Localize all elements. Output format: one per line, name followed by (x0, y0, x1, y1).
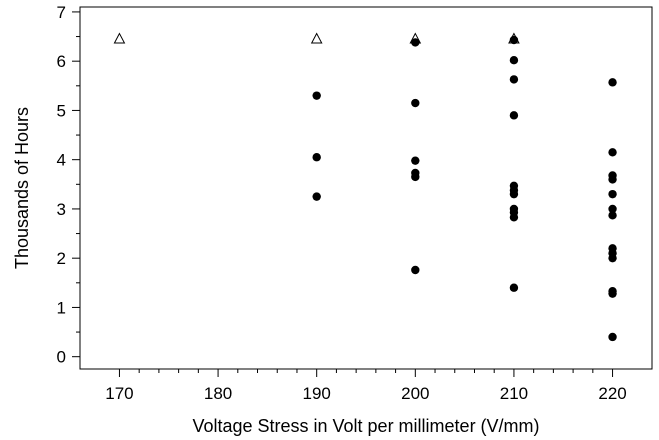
data-point (411, 38, 420, 47)
data-point (608, 204, 617, 214)
data-point (509, 213, 519, 222)
censored-point-triangle (113, 32, 126, 44)
data-point (312, 192, 321, 201)
x-axis-title: Voltage Stress in Volt per millimeter (V… (192, 416, 539, 436)
censored-point-triangle (310, 32, 323, 44)
data-point (608, 253, 617, 263)
x-tick-label: 210 (500, 384, 528, 403)
y-tick-label: 1 (57, 298, 66, 317)
y-tick-label: 6 (57, 52, 66, 71)
data-point (509, 189, 519, 199)
y-tick-label: 5 (57, 101, 66, 120)
y-tick-label: 7 (57, 3, 66, 22)
y-axis-title: Thousands of Hours (12, 107, 32, 269)
x-tick-label: 170 (105, 384, 133, 403)
data-point (411, 265, 420, 275)
data-point (608, 175, 617, 184)
data-point (608, 289, 617, 298)
x-tick-label: 190 (303, 384, 331, 403)
y-tick-label: 4 (57, 151, 66, 170)
data-point (509, 55, 519, 65)
data-point (411, 172, 420, 182)
data-point (608, 211, 617, 220)
data-point (608, 148, 617, 157)
y-tick-label: 3 (57, 200, 66, 219)
data-point (608, 78, 617, 87)
y-tick-label: 2 (57, 249, 66, 268)
y-tick-label: 0 (57, 348, 66, 367)
data-point (509, 75, 519, 84)
x-tick-label: 200 (401, 384, 429, 403)
data-point (509, 111, 519, 120)
data-point (608, 332, 617, 342)
data-points (113, 32, 617, 342)
data-point (411, 156, 420, 165)
censored-point-triangle (409, 32, 422, 44)
data-point (411, 98, 420, 108)
x-tick-label: 180 (204, 384, 232, 403)
x-tick-label: 220 (598, 384, 626, 403)
x-axis: 170 180 190 200 210 220 (105, 369, 627, 403)
y-axis: 0 1 2 3 4 5 6 7 (57, 3, 80, 367)
censored-point-triangle (508, 32, 520, 44)
plot-area-frame (79, 6, 653, 370)
data-point (608, 189, 617, 199)
data-point (509, 283, 519, 292)
data-point (312, 91, 321, 100)
data-point (312, 153, 321, 162)
